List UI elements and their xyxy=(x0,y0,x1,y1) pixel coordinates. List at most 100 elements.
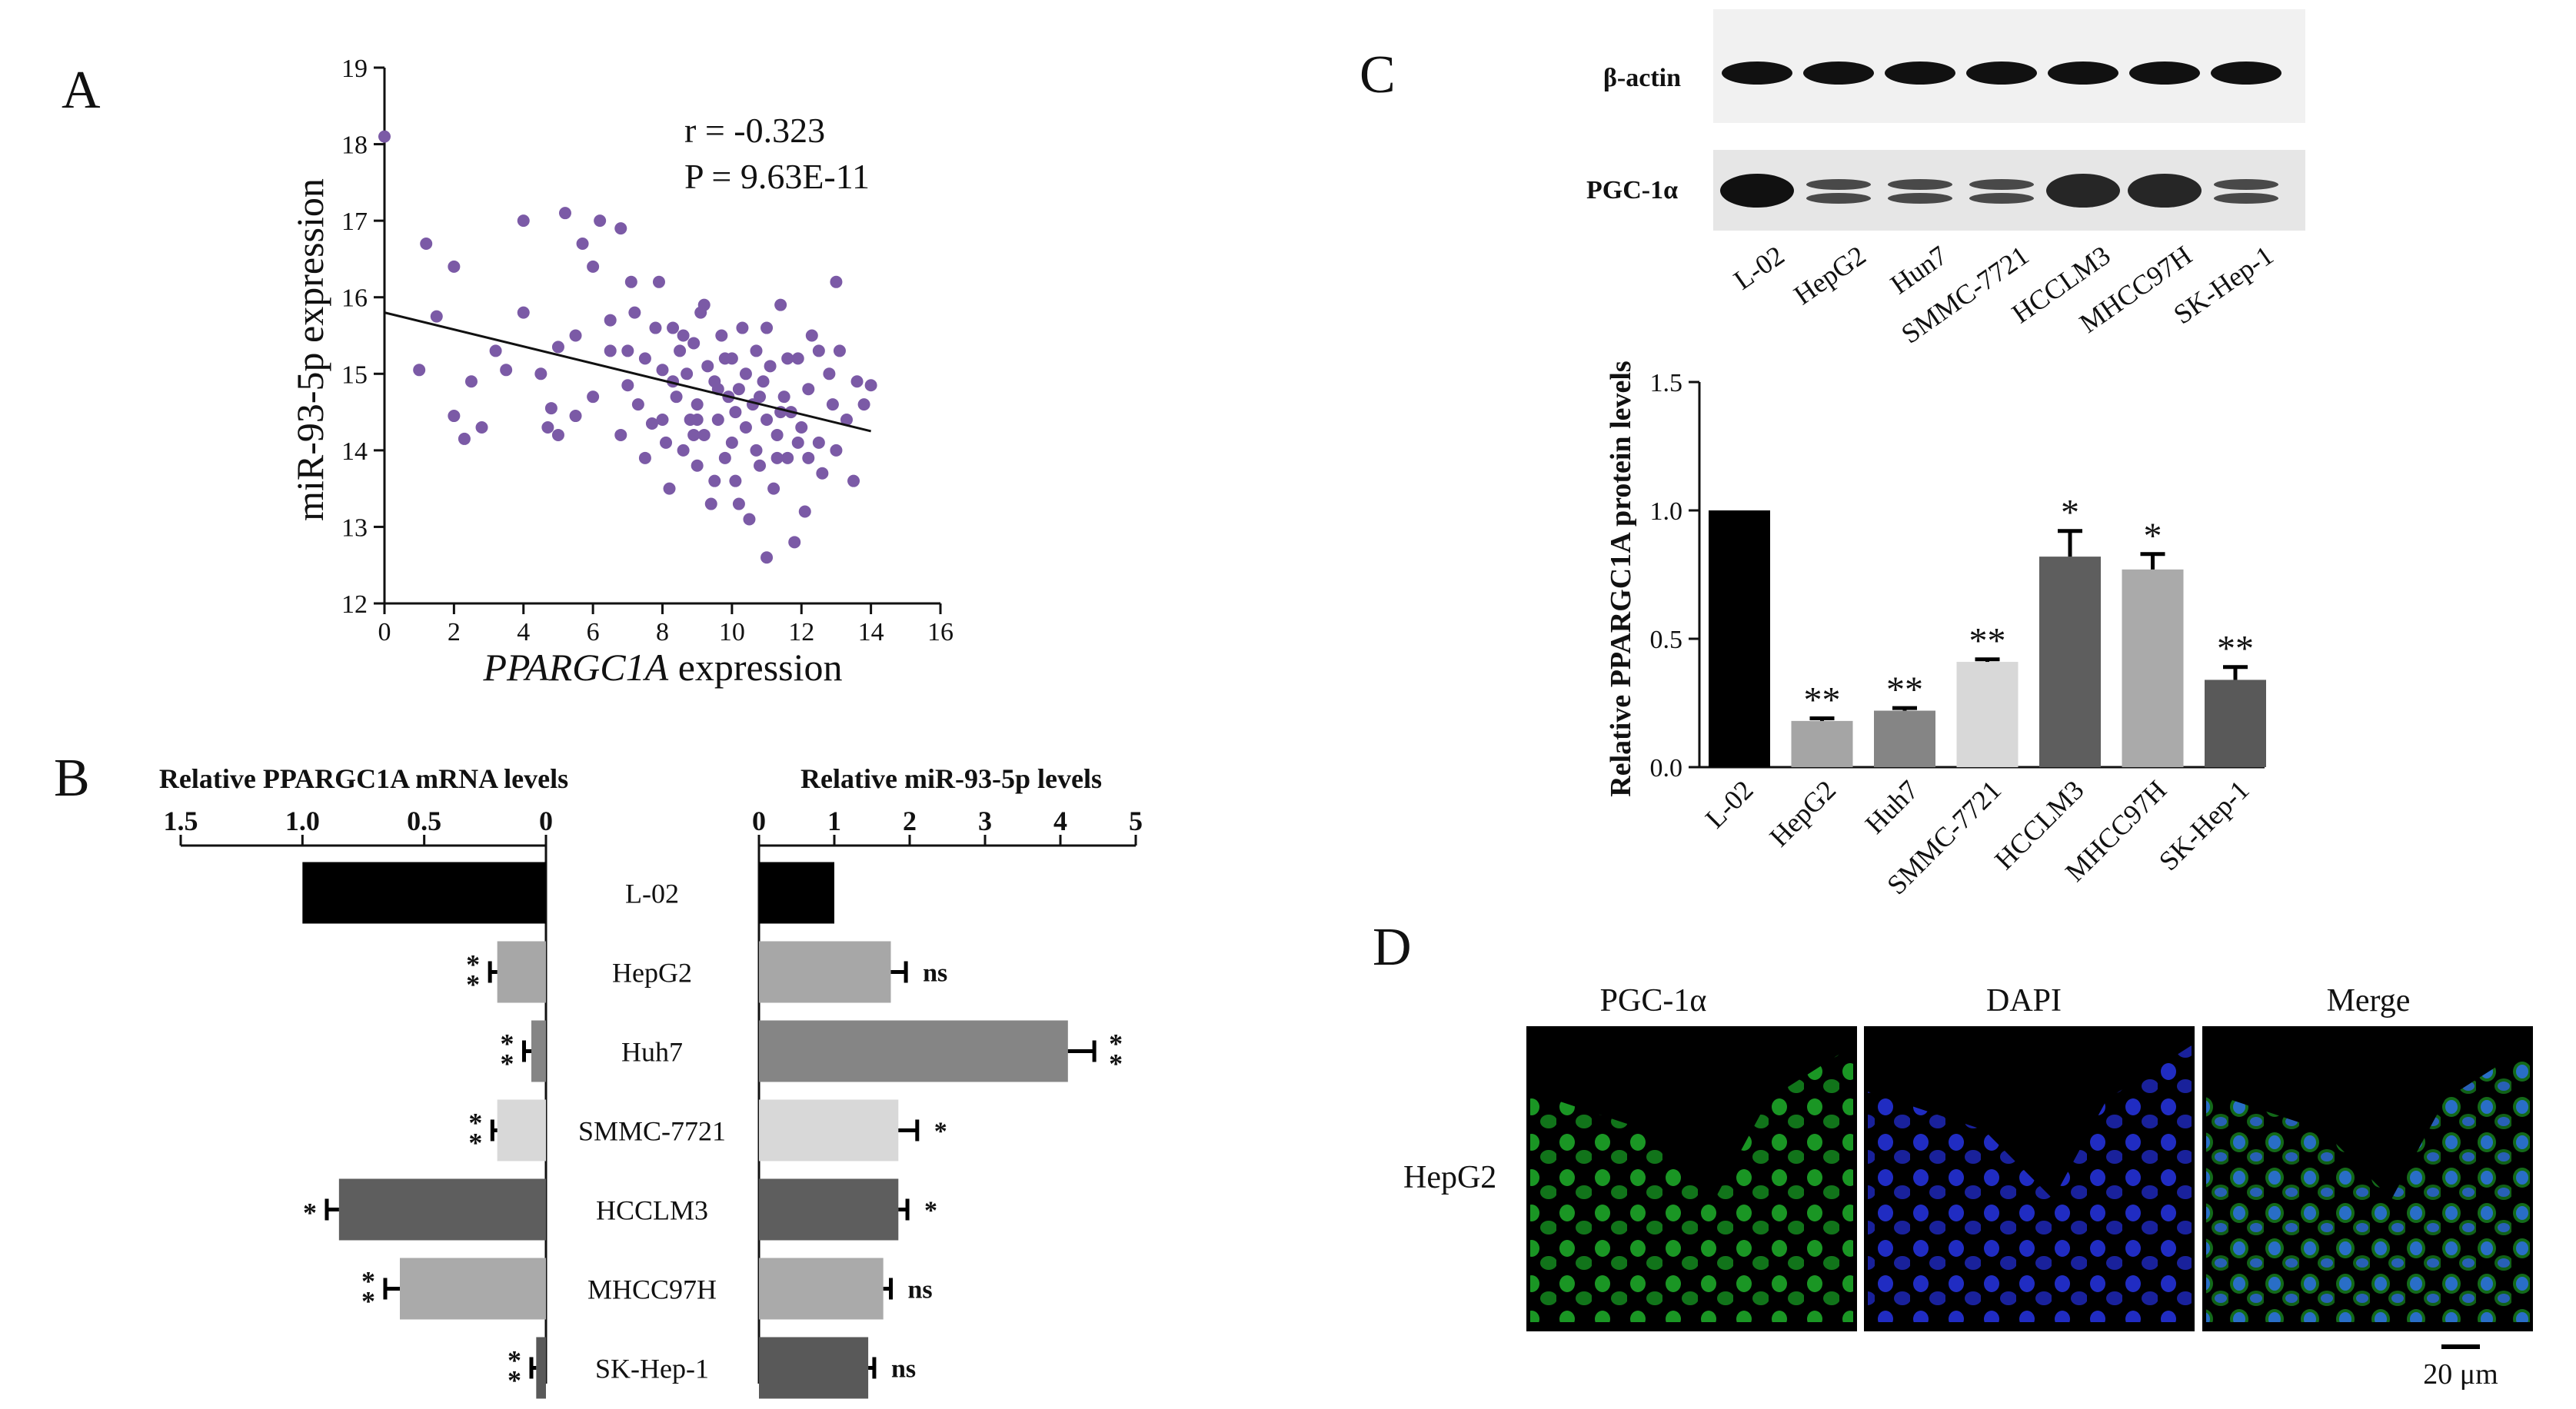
scatter-point xyxy=(691,414,704,427)
scatter-point xyxy=(638,451,651,464)
b-left-sig: * xyxy=(501,1048,514,1079)
scatter-ytick-label: 19 xyxy=(341,55,368,83)
scatter-ytick-label: 16 xyxy=(341,284,368,313)
scatter-point xyxy=(754,459,767,472)
blot-band-actin xyxy=(2048,61,2118,85)
scatter-xlabel-rest: expression xyxy=(678,646,843,689)
b-right-tick-label: 1 xyxy=(827,806,841,836)
b-left-bar xyxy=(302,862,546,924)
scatter-point xyxy=(489,344,502,357)
b-category-label: HepG2 xyxy=(612,958,692,989)
channel-label-merge: Merge xyxy=(2327,983,2411,1019)
scatter-point xyxy=(725,436,738,449)
b-left-sig: * xyxy=(501,1029,514,1059)
scatter-point xyxy=(677,329,690,342)
blot-band-actin xyxy=(1803,61,1874,85)
b-category-label: Huh7 xyxy=(621,1037,683,1068)
scatter-point xyxy=(701,360,714,373)
blot-band-actin xyxy=(1885,61,1955,85)
blot-pgc-membrane xyxy=(1713,150,2305,231)
scatter-point xyxy=(732,383,745,396)
scatter-ytick-label: 18 xyxy=(341,131,368,160)
b-right-tick-label: 2 xyxy=(903,806,917,836)
blot-band-pgc xyxy=(1806,193,1871,204)
blot-band-actin xyxy=(1722,61,1792,85)
scatter-point xyxy=(760,321,774,334)
scatter-point xyxy=(830,444,843,457)
blot-band-pgc xyxy=(2046,174,2120,208)
scatter-point xyxy=(704,497,717,510)
b-right-tick-label: 0 xyxy=(752,806,766,836)
scatter-point xyxy=(631,398,644,411)
b-right-sig: ns xyxy=(923,959,947,988)
b-left-tick-label: 1.5 xyxy=(164,806,198,836)
b-right-bar xyxy=(759,1258,884,1320)
scatter-xlabel: PPARGC1A expression xyxy=(482,646,842,689)
scatter-point xyxy=(517,214,530,228)
c-significance: * xyxy=(2061,493,2079,533)
scatter-point xyxy=(754,390,767,404)
scatter-point xyxy=(770,451,784,464)
scatter-point xyxy=(687,337,701,350)
scatter-point xyxy=(774,298,787,311)
c-significance: ** xyxy=(2217,629,2254,670)
c-ytick-label: 0.0 xyxy=(1650,754,1683,783)
scatter-point xyxy=(830,275,843,288)
scatter-point xyxy=(739,420,752,434)
blot-band-pgc xyxy=(1969,179,2034,190)
blot-band-pgc xyxy=(1969,193,2034,204)
b-right-bar xyxy=(759,1020,1068,1082)
scatter-point xyxy=(805,329,818,342)
scatter-point xyxy=(448,410,461,423)
b-category-label: SK-Hep-1 xyxy=(595,1354,709,1384)
image-merge-cells xyxy=(2206,1045,2530,1322)
scatter-xtick-label: 6 xyxy=(587,618,600,646)
scatter-point xyxy=(857,398,870,411)
correlation-r: r = -0.323 xyxy=(684,111,825,150)
scatter-point xyxy=(576,238,589,251)
scatter-point xyxy=(544,402,557,415)
b-left-sig: * xyxy=(466,969,480,1000)
scatter-point xyxy=(681,367,694,380)
c-ylabel: Relative PPARGC1A protein levels xyxy=(1605,361,1637,796)
b-right-sig: ns xyxy=(891,1355,916,1384)
scatter-point xyxy=(802,451,815,464)
channel-label-pgc: PGC-1α xyxy=(1600,983,1707,1019)
scatter-point xyxy=(791,436,804,449)
b-right-tick-label: 5 xyxy=(1129,806,1143,836)
scatter-point xyxy=(718,451,731,464)
scatter-point xyxy=(604,344,617,357)
blot-band-pgc xyxy=(1888,179,1952,190)
scatter-point xyxy=(558,207,571,220)
scatter-point xyxy=(551,341,564,354)
scatter-point xyxy=(614,222,627,235)
panel-label-c: C xyxy=(1360,45,1396,105)
blot-band-pgc xyxy=(1720,174,1794,208)
scatter-point xyxy=(670,390,683,404)
scatter-point xyxy=(757,375,770,388)
scatter-point xyxy=(464,375,478,388)
scatter-point xyxy=(802,383,815,396)
scatter-point xyxy=(517,306,530,319)
scatter-point xyxy=(691,459,704,472)
b-left-sig: * xyxy=(468,1128,482,1158)
c-category-label: SK-Hep-1 xyxy=(2153,774,2255,876)
c-bar xyxy=(2205,680,2266,767)
scatter-point xyxy=(847,474,860,487)
bar-panel-c: Relative PPARGC1A protein levels 0.0 0.5 1… xyxy=(1605,361,2266,900)
scatter-point xyxy=(791,352,804,365)
c-bar xyxy=(1709,510,1770,767)
b-right-sig: * xyxy=(1109,1029,1123,1059)
c-bar xyxy=(1956,662,2019,767)
c-category-label: Huh7 xyxy=(1859,774,1925,839)
scatter-point xyxy=(448,260,461,273)
b-right-sig: * xyxy=(934,1118,947,1146)
scatter-point xyxy=(624,275,637,288)
scatter-point xyxy=(826,398,839,411)
regression-line xyxy=(384,311,871,433)
c-ytick-label: 0.5 xyxy=(1650,626,1683,654)
scatter-point xyxy=(430,310,443,323)
scatter-point xyxy=(674,344,687,357)
b-left-bar xyxy=(536,1337,546,1399)
scatter-point xyxy=(715,329,728,342)
